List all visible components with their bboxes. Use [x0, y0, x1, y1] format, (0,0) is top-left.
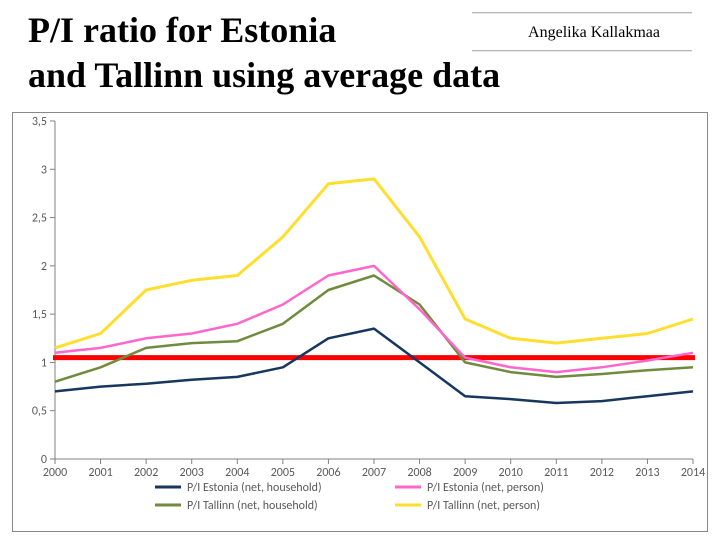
svg-text:2003: 2003 [180, 466, 204, 480]
svg-text:2006: 2006 [316, 466, 340, 480]
svg-text:2005: 2005 [271, 466, 295, 480]
svg-text:2,5: 2,5 [32, 212, 47, 226]
title-line-1: P/I ratio for Estonia [28, 10, 336, 50]
line-chart: 0 0,5 1 1,5 2 2,5 3 3,5 2000 2001 2002 2003 2004 2005… [13, 113, 707, 531]
svg-text:2002: 2002 [134, 466, 158, 480]
svg-text:2013: 2013 [635, 466, 659, 480]
svg-text:2014: 2014 [681, 466, 705, 480]
title-line-2: and Tallinn using average data [28, 55, 500, 95]
series-line [55, 179, 693, 348]
legend-label: P/I Estonia (net, household) [187, 481, 322, 495]
svg-text:2011: 2011 [544, 466, 568, 480]
svg-text:2001: 2001 [88, 466, 112, 480]
svg-text:2007: 2007 [362, 466, 386, 480]
svg-text:2009: 2009 [453, 466, 477, 480]
svg-text:3: 3 [41, 163, 47, 177]
svg-text:2008: 2008 [407, 466, 431, 480]
slide: Angelika Kallakmaa P/I ratio for Estonia… [0, 0, 720, 540]
legend-label: P/I Tallinn (net, person) [427, 499, 540, 513]
svg-text:2000: 2000 [43, 466, 67, 480]
svg-text:2012: 2012 [590, 466, 614, 480]
svg-text:2004: 2004 [225, 466, 249, 480]
svg-text:1,5: 1,5 [32, 308, 47, 322]
svg-text:2: 2 [41, 260, 47, 274]
svg-text:3,5: 3,5 [32, 115, 47, 129]
legend-label: P/I Estonia (net, person) [427, 481, 544, 495]
svg-text:0: 0 [41, 453, 47, 467]
slide-title: P/I ratio for Estonia and Tallinn using … [28, 8, 688, 98]
chart-container: 0 0,5 1 1,5 2 2,5 3 3,5 2000 2001 2002 2003 2004 2005… [12, 112, 708, 532]
svg-text:2010: 2010 [499, 466, 523, 480]
svg-text:0,5: 0,5 [32, 405, 47, 419]
svg-text:1: 1 [41, 356, 47, 370]
legend-label: P/I Tallinn (net, household) [187, 499, 318, 513]
